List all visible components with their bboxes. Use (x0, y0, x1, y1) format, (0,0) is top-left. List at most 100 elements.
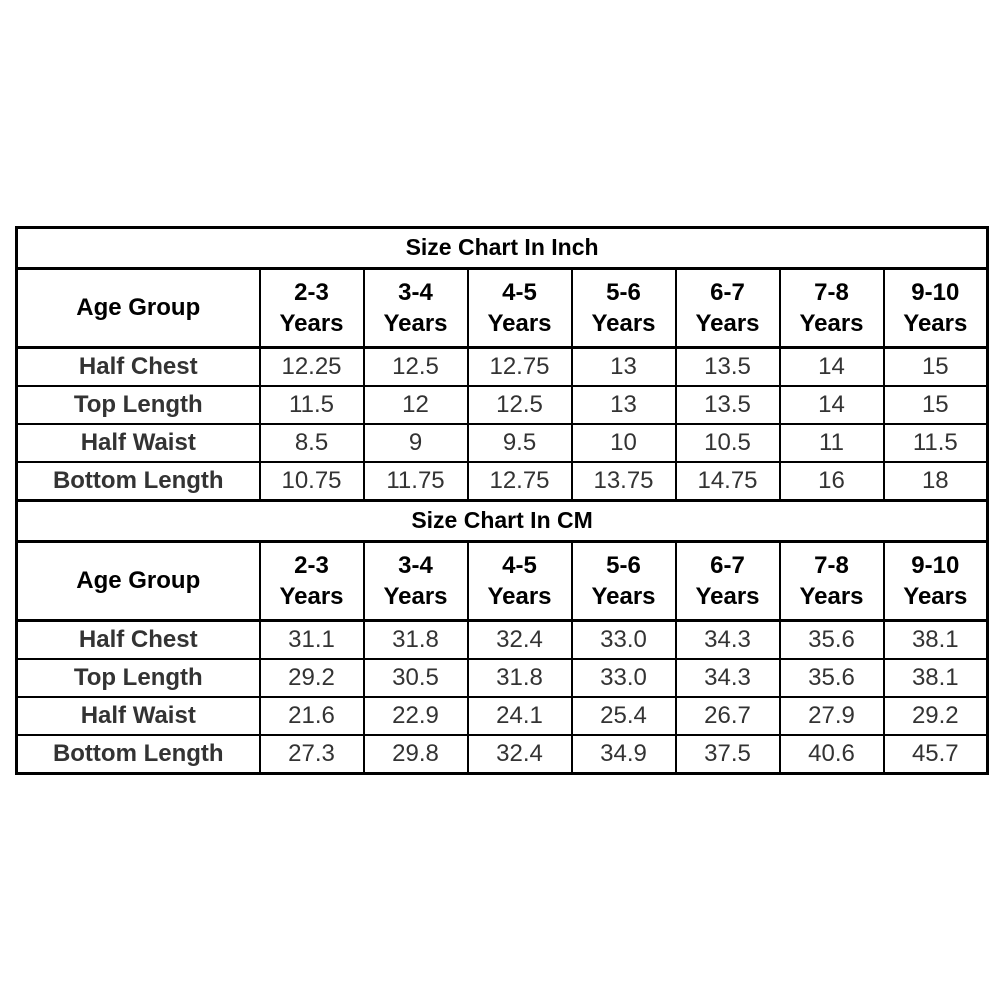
age-unit: Years (903, 310, 968, 337)
age-range: 6-7 (710, 278, 745, 306)
measurement-value: 13 (570, 346, 677, 387)
measurement-value: 11.5 (258, 385, 365, 425)
measurement-value: 34.3 (674, 658, 781, 698)
age-range: 4-5 (502, 278, 537, 306)
age-unit: Years (279, 310, 344, 337)
column-header-age-group: Age Group (15, 540, 261, 622)
column-header: 7-8 Years (778, 267, 885, 349)
column-header: 4-5 Years (466, 267, 573, 349)
measurement-value: 31.8 (362, 619, 469, 660)
measurement-value: 29.2 (882, 696, 989, 736)
column-header: 6-7 Years (674, 540, 781, 622)
age-range: 7-8 (814, 551, 849, 579)
age-unit: Years (383, 310, 448, 337)
age-range: 9-10 (911, 551, 960, 579)
measurement-value: 11.75 (362, 461, 469, 502)
column-header: 3-4 Years (362, 540, 469, 622)
measurement-value: 29.2 (258, 658, 365, 698)
column-header: 3-4 Years (362, 267, 469, 349)
age-unit: Years (695, 310, 760, 337)
age-unit: Years (799, 583, 864, 610)
row-label: Half Chest (15, 346, 261, 387)
measurement-value: 26.7 (674, 696, 781, 736)
table-title-inch: Size Chart In Inch (15, 226, 989, 270)
measurement-value: 35.6 (778, 619, 885, 660)
measurement-value: 12.75 (466, 346, 573, 387)
age-range: 2-3 (294, 278, 329, 306)
column-header: 7-8 Years (778, 540, 885, 622)
row-label: Bottom Length (15, 461, 261, 502)
age-range: 2-3 (294, 551, 329, 579)
measurement-value: 33.0 (570, 658, 677, 698)
measurement-value: 10 (570, 423, 677, 463)
age-range: 7-8 (814, 278, 849, 306)
age-range: 3-4 (398, 278, 433, 306)
column-header: 2-3 Years (258, 540, 365, 622)
age-unit: Years (383, 583, 448, 610)
column-header: 5-6 Years (570, 267, 677, 349)
measurement-value: 38.1 (882, 619, 989, 660)
column-header: 2-3 Years (258, 267, 365, 349)
measurement-value: 34.3 (674, 619, 781, 660)
measurement-value: 14 (778, 346, 885, 387)
measurement-value: 34.9 (570, 734, 677, 775)
age-range: 5-6 (606, 551, 641, 579)
table-row: Size Chart In CM (15, 499, 989, 543)
row-label: Bottom Length (15, 734, 261, 775)
measurement-value: 9 (362, 423, 469, 463)
age-unit: Years (591, 310, 656, 337)
measurement-value: 18 (882, 461, 989, 502)
age-range: 3-4 (398, 551, 433, 579)
measurement-value: 40.6 (778, 734, 885, 775)
measurement-value: 31.1 (258, 619, 365, 660)
size-chart-table: Size Chart In Inch Age Group 2-3 Years 3… (15, 226, 990, 775)
age-unit: Years (279, 583, 344, 610)
measurement-value: 16 (778, 461, 885, 502)
age-unit: Years (799, 310, 864, 337)
table-row: Bottom Length 27.3 29.8 32.4 34.9 37.5 4… (15, 734, 989, 775)
table-row: Size Chart In Inch (15, 226, 989, 270)
measurement-value: 32.4 (466, 734, 573, 775)
table-row: Top Length 29.2 30.5 31.8 33.0 34.3 35.6… (15, 658, 989, 698)
measurement-value: 37.5 (674, 734, 781, 775)
measurement-value: 33.0 (570, 619, 677, 660)
age-range: 4-5 (502, 551, 537, 579)
age-range: 9-10 (911, 278, 960, 306)
measurement-value: 15 (882, 346, 989, 387)
table-row: Age Group 2-3 Years 3-4 Years 4-5 Years … (15, 267, 989, 349)
measurement-value: 22.9 (362, 696, 469, 736)
measurement-value: 13.5 (674, 385, 781, 425)
measurement-value: 27.3 (258, 734, 365, 775)
measurement-value: 38.1 (882, 658, 989, 698)
measurement-value: 27.9 (778, 696, 885, 736)
measurement-value: 9.5 (466, 423, 573, 463)
measurement-value: 12.5 (466, 385, 573, 425)
measurement-value: 8.5 (258, 423, 365, 463)
measurement-value: 13.75 (570, 461, 677, 502)
measurement-value: 25.4 (570, 696, 677, 736)
row-label: Half Chest (15, 619, 261, 660)
table-row: Half Chest 31.1 31.8 32.4 33.0 34.3 35.6… (15, 619, 989, 660)
measurement-value: 10.75 (258, 461, 365, 502)
row-label: Half Waist (15, 696, 261, 736)
row-label: Top Length (15, 385, 261, 425)
column-header: 4-5 Years (466, 540, 573, 622)
table-row: Half Waist 8.5 9 9.5 10 10.5 11 11.5 (15, 423, 989, 463)
measurement-value: 12 (362, 385, 469, 425)
measurement-value: 21.6 (258, 696, 365, 736)
age-range: 5-6 (606, 278, 641, 306)
measurement-value: 15 (882, 385, 989, 425)
measurement-value: 24.1 (466, 696, 573, 736)
age-unit: Years (487, 310, 552, 337)
measurement-value: 35.6 (778, 658, 885, 698)
table-row: Half Waist 21.6 22.9 24.1 25.4 26.7 27.9… (15, 696, 989, 736)
row-label: Top Length (15, 658, 261, 698)
measurement-value: 13 (570, 385, 677, 425)
measurement-value: 31.8 (466, 658, 573, 698)
column-header: 5-6 Years (570, 540, 677, 622)
age-unit: Years (903, 583, 968, 610)
table-row: Age Group 2-3 Years 3-4 Years 4-5 Years … (15, 540, 989, 622)
age-range: 6-7 (710, 551, 745, 579)
measurement-value: 12.25 (258, 346, 365, 387)
measurement-value: 32.4 (466, 619, 573, 660)
